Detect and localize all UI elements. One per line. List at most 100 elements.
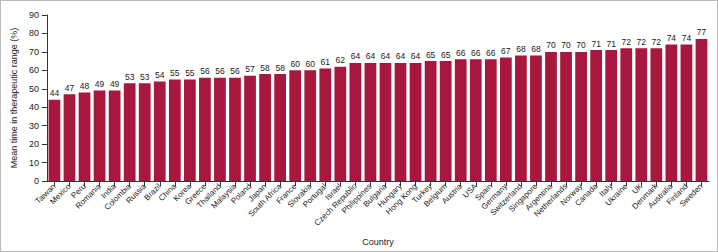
- svg-text:Netherlands: Netherlands: [532, 181, 570, 219]
- svg-text:USA: USA: [461, 181, 479, 200]
- svg-text:Colombia: Colombia: [102, 181, 133, 212]
- svg-text:55: 55: [170, 68, 180, 78]
- svg-text:Bulgaria: Bulgaria: [361, 181, 389, 209]
- svg-text:68: 68: [531, 44, 541, 54]
- svg-text:50: 50: [29, 84, 39, 94]
- svg-text:Switzerland: Switzerland: [488, 181, 525, 218]
- svg-text:China: China: [156, 181, 178, 203]
- svg-text:Germany: Germany: [479, 181, 509, 212]
- svg-text:Singapore: Singapore: [507, 181, 540, 214]
- svg-text:57: 57: [245, 64, 255, 74]
- svg-text:64: 64: [411, 51, 421, 61]
- svg-text:64: 64: [396, 51, 406, 61]
- svg-text:Belgium: Belgium: [422, 181, 449, 209]
- svg-text:49: 49: [95, 79, 105, 89]
- svg-text:Austria: Austria: [440, 181, 464, 206]
- svg-text:74: 74: [682, 33, 692, 43]
- svg-text:68: 68: [516, 44, 526, 54]
- svg-text:58: 58: [260, 63, 270, 73]
- svg-text:Poland: Poland: [229, 181, 254, 206]
- svg-text:Philippines: Philippines: [339, 181, 374, 216]
- svg-text:60: 60: [290, 59, 300, 69]
- svg-text:Thailand: Thailand: [195, 181, 224, 210]
- svg-text:66: 66: [486, 48, 496, 58]
- svg-text:44: 44: [50, 88, 60, 98]
- svg-text:Norway: Norway: [558, 181, 585, 208]
- svg-text:Mean time in therapeutic range: Mean time in therapeutic range (%): [9, 28, 19, 169]
- svg-text:Turkey: Turkey: [410, 181, 434, 206]
- svg-text:71: 71: [606, 39, 616, 49]
- svg-text:Mexico: Mexico: [48, 181, 73, 207]
- svg-text:Romania: Romania: [74, 181, 103, 210]
- svg-text:Hungary: Hungary: [376, 181, 404, 210]
- svg-text:20: 20: [29, 139, 39, 149]
- svg-text:Ukraine: Ukraine: [604, 181, 630, 207]
- svg-text:Taiwan: Taiwan: [33, 181, 58, 206]
- svg-text:55: 55: [185, 68, 195, 78]
- svg-text:30: 30: [29, 121, 39, 131]
- svg-text:Finland: Finland: [664, 181, 690, 207]
- svg-text:10: 10: [29, 158, 39, 168]
- svg-text:0: 0: [34, 176, 39, 186]
- svg-text:Italy: Italy: [597, 181, 615, 199]
- svg-text:India: India: [99, 181, 118, 201]
- svg-text:77: 77: [697, 27, 707, 37]
- svg-text:74: 74: [667, 33, 677, 43]
- svg-text:40: 40: [29, 102, 39, 112]
- svg-text:South Africa: South Africa: [246, 181, 284, 219]
- svg-text:Slovakia: Slovakia: [285, 181, 314, 210]
- svg-text:Argentina: Argentina: [523, 181, 555, 213]
- svg-text:Australia: Australia: [646, 181, 675, 211]
- svg-text:56: 56: [215, 66, 225, 76]
- svg-text:France: France: [274, 181, 299, 206]
- svg-text:Canada: Canada: [573, 181, 600, 208]
- svg-text:47: 47: [65, 83, 75, 93]
- svg-text:Denmark: Denmark: [630, 181, 660, 212]
- svg-text:Sweden: Sweden: [678, 182, 705, 209]
- svg-text:70: 70: [576, 40, 586, 50]
- svg-text:72: 72: [622, 37, 632, 47]
- svg-text:64: 64: [351, 51, 361, 61]
- svg-text:58: 58: [275, 63, 285, 73]
- svg-text:Peru: Peru: [69, 181, 88, 201]
- svg-text:56: 56: [230, 66, 240, 76]
- svg-text:Czech Republic: Czech Republic: [312, 181, 359, 228]
- svg-text:53: 53: [140, 72, 150, 82]
- svg-text:65: 65: [426, 50, 436, 60]
- svg-text:72: 72: [637, 37, 647, 47]
- svg-text:66: 66: [471, 48, 481, 58]
- svg-text:Spain: Spain: [473, 181, 494, 203]
- svg-text:Russia: Russia: [124, 181, 148, 206]
- svg-text:Country: Country: [362, 237, 394, 247]
- svg-text:66: 66: [456, 48, 466, 58]
- svg-text:80: 80: [29, 28, 39, 38]
- svg-text:Israel: Israel: [323, 181, 344, 202]
- svg-text:Portugal: Portugal: [301, 181, 329, 210]
- svg-text:72: 72: [652, 37, 662, 47]
- svg-text:48: 48: [80, 81, 90, 91]
- svg-text:64: 64: [381, 51, 391, 61]
- svg-text:54: 54: [155, 70, 165, 80]
- svg-text:Korea: Korea: [171, 181, 193, 204]
- svg-text:Hong Kong: Hong Kong: [384, 181, 419, 217]
- svg-text:49: 49: [110, 79, 120, 89]
- svg-text:62: 62: [336, 55, 346, 65]
- svg-text:Greece: Greece: [183, 181, 209, 207]
- svg-text:60: 60: [29, 65, 39, 75]
- svg-text:61: 61: [321, 57, 331, 67]
- svg-text:64: 64: [366, 51, 376, 61]
- svg-text:UK: UK: [630, 181, 645, 196]
- svg-text:Malaysia: Malaysia: [209, 181, 239, 211]
- svg-text:71: 71: [591, 39, 601, 49]
- svg-text:70: 70: [29, 47, 39, 57]
- svg-text:90: 90: [29, 10, 39, 20]
- svg-text:53: 53: [125, 72, 135, 82]
- svg-text:60: 60: [306, 59, 316, 69]
- svg-text:Brazil: Brazil: [142, 181, 163, 203]
- svg-text:Japan: Japan: [246, 181, 269, 204]
- svg-text:65: 65: [441, 50, 451, 60]
- svg-text:70: 70: [546, 40, 556, 50]
- svg-text:67: 67: [501, 46, 511, 56]
- svg-text:56: 56: [200, 66, 210, 76]
- svg-text:70: 70: [561, 40, 571, 50]
